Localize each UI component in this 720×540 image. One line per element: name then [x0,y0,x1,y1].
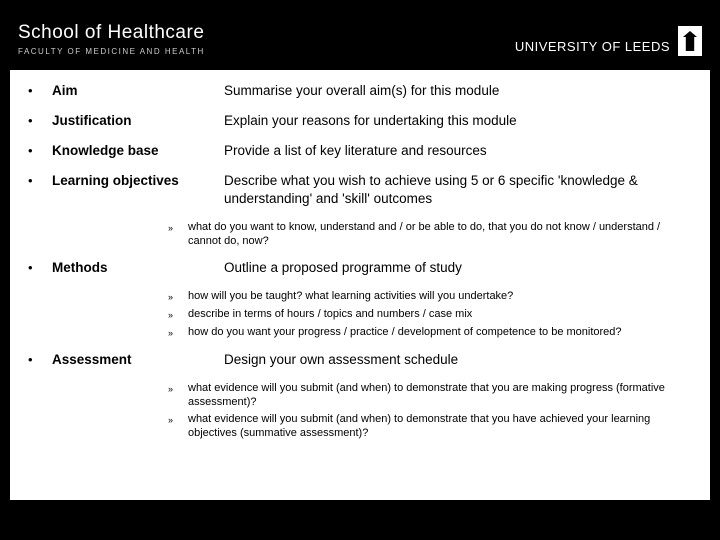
row-desc: Summarise your overall aim(s) for this m… [224,82,692,100]
sub-text: describe in terms of hours / topics and … [188,307,692,321]
row-label: Justification [52,112,224,130]
sub-item: » how will you be taught? what learning … [168,289,692,304]
sub-item: » how do you want your progress / practi… [168,325,692,340]
bullet-icon: • [28,142,52,160]
row-label: Learning objectives [52,172,224,190]
header-right: UNIVERSITY OF LEEDS [515,26,702,56]
sub-bullet-icon: » [168,381,188,396]
sub-bullet-icon: » [168,307,188,322]
row-desc: Design your own assessment schedule [224,351,692,369]
row-desc: Outline a proposed programme of study [224,259,692,277]
bullet-icon: • [28,259,52,277]
row-methods: • Methods Outline a proposed programme o… [28,259,692,277]
row-label: Aim [52,82,224,100]
logo-tower-icon [683,31,697,51]
sub-text: how do you want your progress / practice… [188,325,692,339]
row-desc: Describe what you wish to achieve using … [224,172,692,208]
slide-content: • Aim Summarise your overall aim(s) for … [10,70,710,500]
row-assessment: • Assessment Design your own assessment … [28,351,692,369]
header-left: School of Healthcare FACULTY OF MEDICINE… [18,22,205,56]
sub-bullet-icon: » [168,289,188,304]
faculty-name: FACULTY OF MEDICINE AND HEALTH [18,47,205,56]
sub-item: » what evidence will you submit (and whe… [168,381,692,409]
sub-text: what evidence will you submit (and when)… [188,412,692,440]
row-aim: • Aim Summarise your overall aim(s) for … [28,82,692,100]
slide-header: School of Healthcare FACULTY OF MEDICINE… [0,0,720,64]
sub-text: what evidence will you submit (and when)… [188,381,692,409]
row-knowledge-base: • Knowledge base Provide a list of key l… [28,142,692,160]
school-name: School of Healthcare [18,22,205,44]
row-desc: Explain your reasons for undertaking thi… [224,112,692,130]
row-learning-objectives: • Learning objectives Describe what you … [28,172,692,208]
row-label: Methods [52,259,224,277]
sub-item: » what evidence will you submit (and whe… [168,412,692,440]
sub-bullet-icon: » [168,412,188,427]
sub-bullet-icon: » [168,325,188,340]
row-label: Knowledge base [52,142,224,160]
bullet-icon: • [28,351,52,369]
row-justification: • Justification Explain your reasons for… [28,112,692,130]
bullet-icon: • [28,172,52,190]
row-label: Assessment [52,351,224,369]
sub-item: » describe in terms of hours / topics an… [168,307,692,322]
row-desc: Provide a list of key literature and res… [224,142,692,160]
university-logo [678,26,702,56]
bullet-icon: • [28,112,52,130]
sub-text: what do you want to know, understand and… [188,220,692,248]
sub-text: how will you be taught? what learning ac… [188,289,692,303]
university-name: UNIVERSITY OF LEEDS [515,39,670,56]
sub-bullet-icon: » [168,220,188,235]
bullet-icon: • [28,82,52,100]
sub-item: » what do you want to know, understand a… [168,220,692,248]
